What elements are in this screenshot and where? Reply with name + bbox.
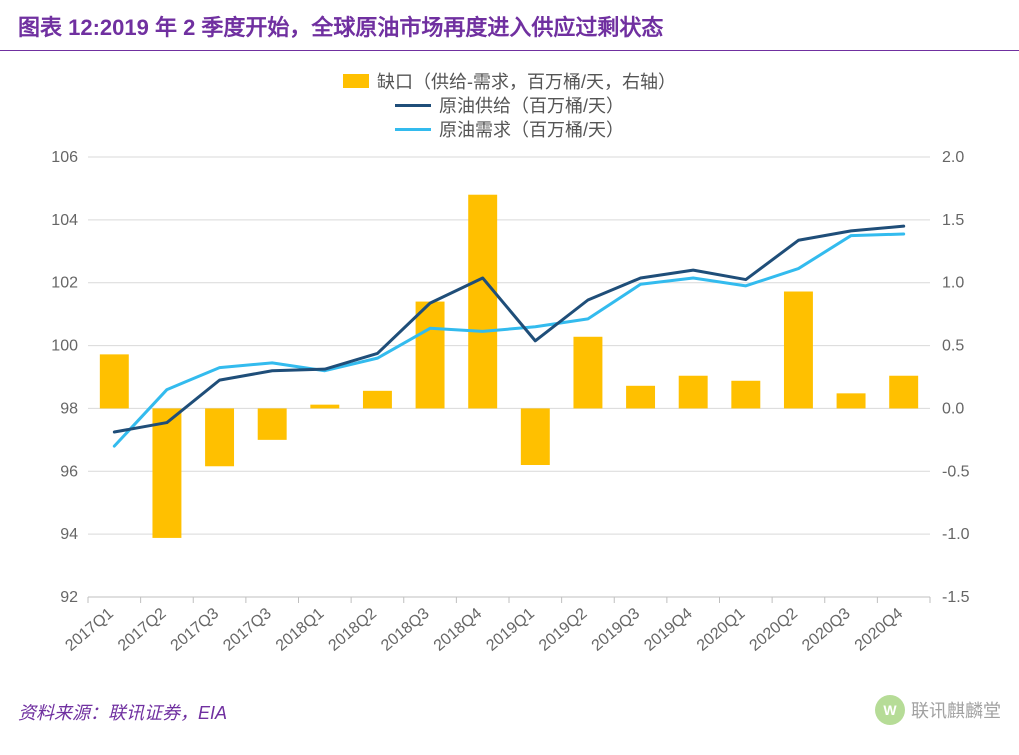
svg-text:96: 96: [60, 463, 78, 480]
legend-swatch-supply: [395, 104, 431, 107]
watermark-icon: W: [875, 695, 905, 725]
svg-text:2020Q3: 2020Q3: [799, 605, 854, 655]
svg-text:0.0: 0.0: [942, 400, 964, 417]
svg-text:2020Q2: 2020Q2: [746, 605, 801, 655]
svg-text:100: 100: [51, 338, 78, 355]
svg-text:1.0: 1.0: [942, 275, 964, 292]
svg-text:2017Q2: 2017Q2: [114, 605, 169, 655]
svg-text:2017Q3: 2017Q3: [167, 605, 222, 655]
legend-swatch-bar: [343, 74, 369, 88]
svg-text:94: 94: [60, 526, 78, 543]
svg-text:104: 104: [51, 212, 78, 229]
chart-figure: 图表 12:2019 年 2 季度开始，全球原油市场再度进入供应过剩状态 缺口（…: [0, 0, 1019, 755]
svg-text:98: 98: [60, 400, 78, 417]
svg-text:2020Q4: 2020Q4: [851, 605, 906, 655]
svg-text:2019Q4: 2019Q4: [641, 605, 696, 655]
chart-title: 图表 12:2019 年 2 季度开始，全球原油市场再度进入供应过剩状态: [18, 10, 1001, 42]
svg-text:2017Q1: 2017Q1: [62, 605, 117, 655]
svg-text:2019Q3: 2019Q3: [588, 605, 643, 655]
source-text: 资料来源：联讯证券，EIA: [18, 699, 227, 725]
svg-text:2017Q3: 2017Q3: [220, 605, 275, 655]
watermark-text: 联讯麒麟堂: [911, 697, 1001, 723]
svg-text:2.0: 2.0: [942, 149, 964, 166]
svg-text:1.5: 1.5: [942, 212, 964, 229]
legend-label-demand: 原油需求（百万桶/天）: [439, 116, 624, 142]
svg-text:2018Q4: 2018Q4: [430, 605, 485, 655]
svg-text:106: 106: [51, 149, 78, 166]
svg-text:102: 102: [51, 275, 78, 292]
legend-row-supply: 原油供给（百万桶/天）: [0, 93, 1019, 117]
footer: 资料来源：联讯证券，EIA W 联讯麒麟堂: [0, 687, 1019, 725]
legend-row-gap: 缺口（供给-需求，百万桶/天，右轴）: [0, 69, 1019, 93]
svg-text:0.5: 0.5: [942, 338, 964, 355]
legend-label-supply: 原油供给（百万桶/天）: [439, 92, 624, 118]
svg-text:2019Q1: 2019Q1: [483, 605, 538, 655]
svg-text:-1.0: -1.0: [942, 526, 970, 543]
svg-text:2018Q2: 2018Q2: [325, 605, 380, 655]
svg-text:-0.5: -0.5: [942, 463, 970, 480]
svg-text:2019Q2: 2019Q2: [535, 605, 590, 655]
svg-text:92: 92: [60, 589, 78, 606]
watermark: W 联讯麒麟堂: [875, 695, 1001, 725]
svg-text:2020Q1: 2020Q1: [693, 605, 748, 655]
svg-text:2018Q1: 2018Q1: [272, 605, 327, 655]
chart-area: 92 94 96 98 100 102 104 106 -1.5 -1.0 -0.5 0.0 0.5 1.…: [20, 147, 1000, 687]
legend-swatch-demand: [395, 128, 431, 131]
chart-svg: 92 94 96 98 100 102 104 106 -1.5 -1.0 -0.5 0.0 0.5 1.…: [20, 147, 1000, 687]
legend: 缺口（供给-需求，百万桶/天，右轴） 原油供给（百万桶/天） 原油需求（百万桶/…: [0, 51, 1019, 147]
svg-text:-1.5: -1.5: [942, 589, 970, 606]
legend-row-demand: 原油需求（百万桶/天）: [0, 117, 1019, 141]
legend-label-gap: 缺口（供给-需求，百万桶/天，右轴）: [377, 68, 676, 94]
svg-text:2018Q3: 2018Q3: [378, 605, 433, 655]
title-bar: 图表 12:2019 年 2 季度开始，全球原油市场再度进入供应过剩状态: [0, 0, 1019, 51]
